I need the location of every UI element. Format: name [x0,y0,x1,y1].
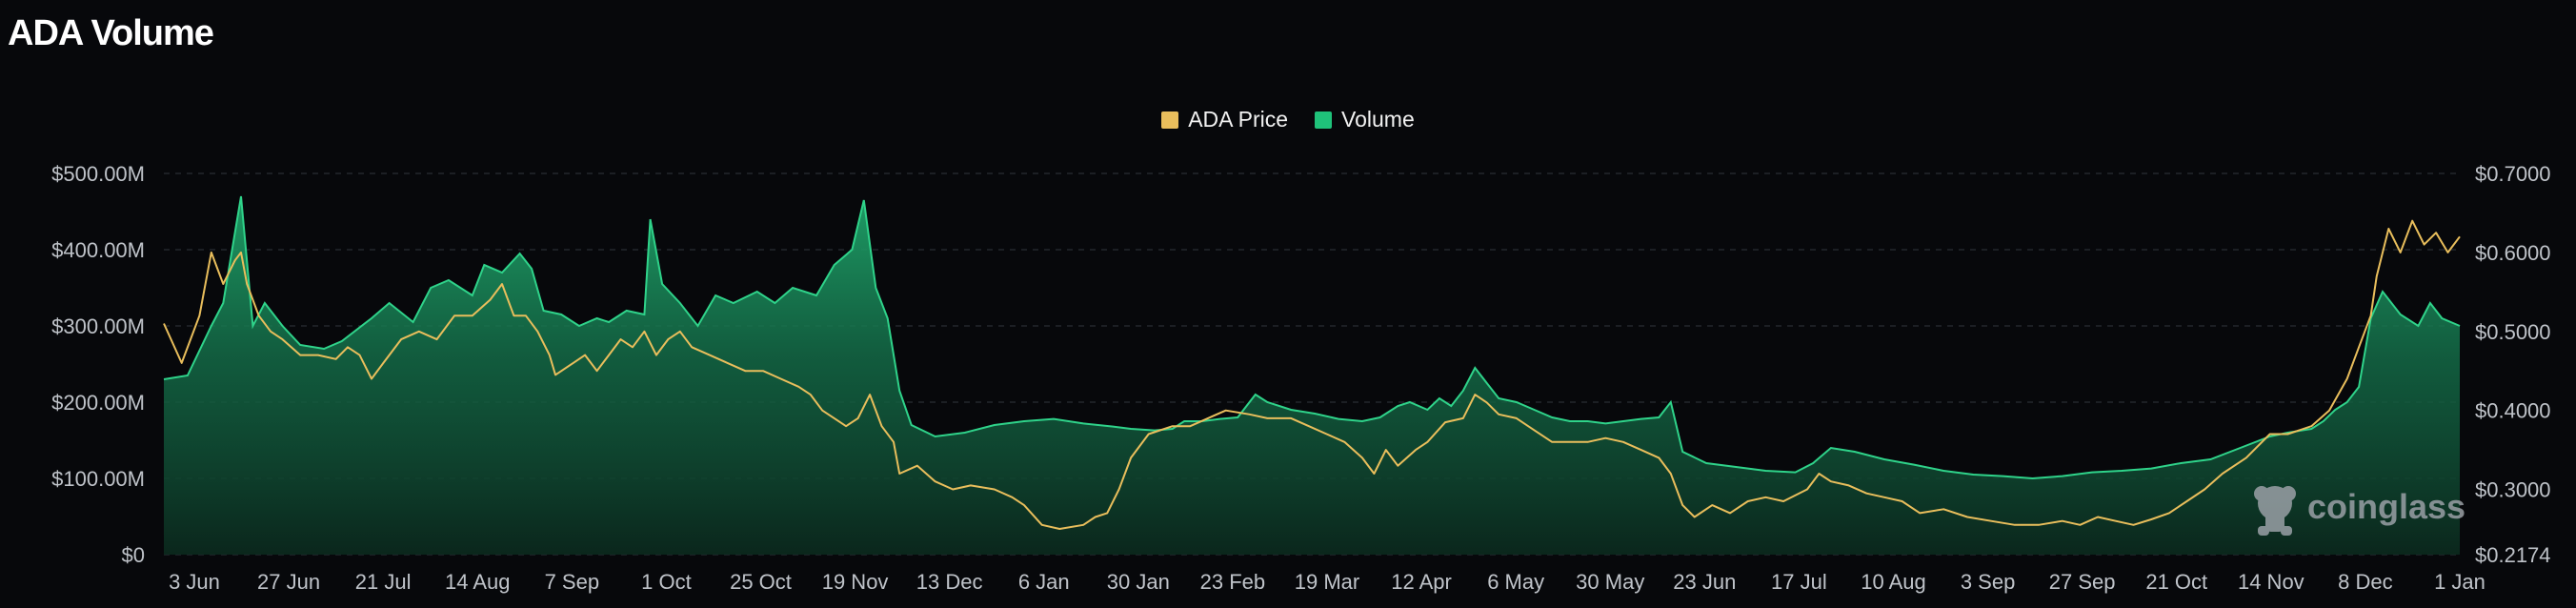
legend-swatch-volume [1315,111,1333,129]
x-tick-label: 3 Sep [1961,570,2016,594]
x-tick-label: 14 Nov [2238,570,2304,594]
price-series [163,219,2461,530]
y-left-tick-label: $500.00M [51,162,145,186]
y-right-tick-label: $0.5000 [2475,320,2551,344]
x-tick-label: 30 May [1576,570,1644,594]
y-left-tick-label: $100.00M [51,467,145,491]
x-tick-label: 27 Jun [257,570,320,594]
page-title: ADA Volume [8,13,214,53]
legend-swatch-price [1161,111,1179,129]
x-tick-label: 21 Oct [2145,570,2207,594]
x-tick-label: 23 Jun [1673,570,1736,594]
legend-item-volume[interactable]: Volume [1315,107,1415,132]
y-left-tick-label: $200.00M [51,391,145,415]
legend-item-price[interactable]: ADA Price [1161,107,1288,132]
x-tick-label: 6 May [1487,570,1544,594]
x-tick-label: 19 Nov [822,570,889,594]
left-axis: $500.00M $400.00M $300.00M $200.00M $100.00M… [51,162,145,567]
x-tick-label: 17 Jul [1771,570,1827,594]
x-tick-label: 1 Oct [641,570,692,594]
coinglass-watermark: coinglass [2254,486,2465,536]
y-left-tick-label: $300.00M [51,314,145,338]
volume-area [164,196,2460,555]
y-left-tick-label: $400.00M [51,238,145,262]
x-tick-label: 10 Aug [1861,570,1926,594]
x-tick-label: 21 Jul [355,570,412,594]
x-axis: 3 Jun 27 Jun 21 Jul 14 Aug 7 Sep 1 Oct 25 Oct 1… [169,570,2485,594]
coinglass-logo-icon [2254,486,2296,536]
y-right-tick-label: $0.3000 [2475,478,2551,502]
x-tick-label: 12 Apr [1391,570,1452,594]
x-tick-label: 6 Jan [1018,570,1070,594]
right-axis: $0.7000 $0.6000 $0.5000 $0.4000 $0.3000 $0.21… [2475,162,2551,567]
x-tick-label: 14 Aug [445,570,511,594]
volume-line [163,195,2461,480]
price-line [163,219,2461,530]
x-tick-label: 1 Jan [2434,570,2485,594]
x-tick-label: 19 Mar [1295,570,1359,594]
x-tick-label: 23 Feb [1200,570,1266,594]
legend-label-price: ADA Price [1188,107,1289,132]
y-right-tick-label: $0.2174 [2475,543,2551,567]
y-left-tick-label: $0 [122,543,145,567]
volume-series [163,195,2461,555]
y-right-tick-label: $0.7000 [2475,162,2551,186]
x-tick-label: 27 Sep [2049,570,2116,594]
legend-label-volume: Volume [1341,107,1415,132]
y-right-tick-label: $0.4000 [2475,399,2551,423]
x-tick-label: 30 Jan [1107,570,1170,594]
x-tick-label: 8 Dec [2338,570,2392,594]
x-tick-label: 7 Sep [545,570,600,594]
x-tick-label: 13 Dec [916,570,983,594]
x-tick-label: 25 Oct [730,570,792,594]
chart-legend: ADA Price Volume [0,107,2576,132]
x-tick-label: 3 Jun [169,570,220,594]
y-right-tick-label: $0.6000 [2475,241,2551,265]
watermark-text: coinglass [2307,487,2465,526]
